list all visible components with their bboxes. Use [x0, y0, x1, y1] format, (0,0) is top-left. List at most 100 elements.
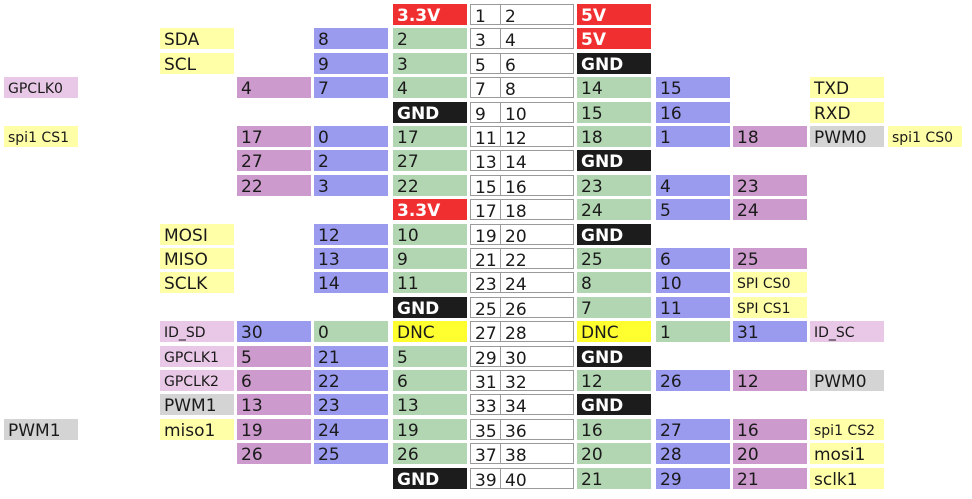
left-fn-cell: SCL: [160, 53, 234, 74]
left-bcm-cell: 3.3V: [393, 4, 467, 25]
left-alt-cell: 6: [237, 370, 311, 391]
right-alt-cell: 18: [733, 126, 807, 147]
right-pin-cell: 14: [500, 150, 574, 171]
left-wpi-cell: 3: [314, 175, 388, 196]
left-bcm-cell: 4: [393, 77, 467, 98]
left-alt-cell: 13: [237, 394, 311, 415]
right-wpi-cell: 11: [656, 297, 730, 318]
right-fn-cell: PWM0: [810, 126, 884, 147]
right-pin-cell: 40: [500, 468, 574, 489]
left-fn-cell: SCLK: [160, 272, 234, 293]
right-bcm-cell: 15: [577, 102, 651, 123]
left-bcm-cell: 11: [393, 272, 467, 293]
left-wpi-cell: 9: [314, 53, 388, 74]
right-pin-cell: 24: [500, 272, 574, 293]
right-bcm-cell: 8: [577, 272, 651, 293]
right-pin-cell: 16: [500, 175, 574, 196]
right-bcm-cell: 12: [577, 370, 651, 391]
left-wpi-cell: 21: [314, 346, 388, 367]
left-wpi-cell: 2: [314, 150, 388, 171]
right-fn-cell: RXD: [810, 102, 884, 123]
right-pin-cell: 36: [500, 419, 574, 440]
right-fn-cell: spi1 CS2: [810, 419, 884, 440]
right-wpi-cell: 26: [656, 370, 730, 391]
left-wpi-cell: 12: [314, 224, 388, 245]
left-bcm-cell: DNC: [393, 321, 467, 342]
left-wpi-cell: 25: [314, 443, 388, 464]
right-pin-cell: 32: [500, 370, 574, 391]
left-fn-cell: ID_SD: [160, 321, 234, 342]
left-fn-cell: PWM1: [160, 394, 234, 415]
right-pin-cell: 28: [500, 321, 574, 342]
left-bcm-cell: 3: [393, 53, 467, 74]
left-fn-cell: MOSI: [160, 224, 234, 245]
right-bcm-cell: 5V: [577, 4, 651, 25]
right-pin-cell: 10: [500, 102, 574, 123]
left-wpi-cell: 14: [314, 272, 388, 293]
right-pin-cell: 34: [500, 394, 574, 415]
right-fn-cell: PWM0: [810, 370, 884, 391]
right-wpi-cell: 16: [656, 102, 730, 123]
left-bcm-cell: GND: [393, 468, 467, 489]
left-xfn-cell: spi1 CS1: [4, 126, 78, 147]
right-bcm-cell: 23: [577, 175, 651, 196]
right-pin-cell: 2: [500, 4, 574, 25]
right-xfn-cell: spi1 CS0: [888, 126, 962, 147]
right-bcm-cell: GND: [577, 346, 651, 367]
right-alt-cell: 16: [733, 419, 807, 440]
right-alt-cell: 23: [733, 175, 807, 196]
right-bcm-cell: 20: [577, 443, 651, 464]
right-wpi-cell: 1: [656, 321, 730, 342]
right-alt-cell: 24: [733, 199, 807, 220]
right-pin-cell: 18: [500, 199, 574, 220]
left-fn-cell: MISO: [160, 248, 234, 269]
left-xfn-cell: GPCLK0: [4, 77, 78, 98]
right-pin-cell: 26: [500, 297, 574, 318]
left-bcm-cell: GND: [393, 102, 467, 123]
left-bcm-cell: 10: [393, 224, 467, 245]
right-wpi-cell: 28: [656, 443, 730, 464]
right-fn-cell: ID_SC: [810, 321, 884, 342]
right-alt-cell: 21: [733, 468, 807, 489]
right-bcm-cell: 25: [577, 248, 651, 269]
left-bcm-cell: 22: [393, 175, 467, 196]
left-alt-cell: 5: [237, 346, 311, 367]
left-fn-cell: miso1: [160, 419, 234, 440]
right-pin-cell: 22: [500, 248, 574, 269]
right-fn-cell: TXD: [810, 77, 884, 98]
right-wpi-cell: 5: [656, 199, 730, 220]
left-wpi-cell: 13: [314, 248, 388, 269]
left-bcm-cell: 19: [393, 419, 467, 440]
left-alt-cell: 19: [237, 419, 311, 440]
left-alt-cell: 22: [237, 175, 311, 196]
right-pin-cell: 12: [500, 126, 574, 147]
right-bcm-cell: GND: [577, 224, 651, 245]
left-fn-cell: SDA: [160, 28, 234, 49]
right-pin-cell: 20: [500, 224, 574, 245]
left-alt-cell: 26: [237, 443, 311, 464]
right-alt-cell: 12: [733, 370, 807, 391]
left-bcm-cell: 26: [393, 443, 467, 464]
right-bcm-cell: DNC: [577, 321, 651, 342]
left-bcm-cell: 13: [393, 394, 467, 415]
right-pin-cell: 8: [500, 77, 574, 98]
left-fn-cell: GPCLK2: [160, 370, 234, 391]
right-pin-cell: 6: [500, 53, 574, 74]
right-bcm-cell: 16: [577, 419, 651, 440]
right-alt-cell: 31: [733, 321, 807, 342]
right-alt-cell: 25: [733, 248, 807, 269]
left-alt-cell: 30: [237, 321, 311, 342]
left-alt-cell: 17: [237, 126, 311, 147]
right-bcm-cell: 5V: [577, 28, 651, 49]
left-bcm-cell: 6: [393, 370, 467, 391]
right-bcm-cell: GND: [577, 53, 651, 74]
right-bcm-cell: 21: [577, 468, 651, 489]
left-bcm-cell: 5: [393, 346, 467, 367]
left-bcm-cell: 9: [393, 248, 467, 269]
right-alt-cell: SPI CS0: [733, 272, 807, 293]
left-xfn-cell: PWM1: [4, 419, 78, 440]
right-wpi-cell: 6: [656, 248, 730, 269]
left-wpi-cell: 23: [314, 394, 388, 415]
right-wpi-cell: 10: [656, 272, 730, 293]
